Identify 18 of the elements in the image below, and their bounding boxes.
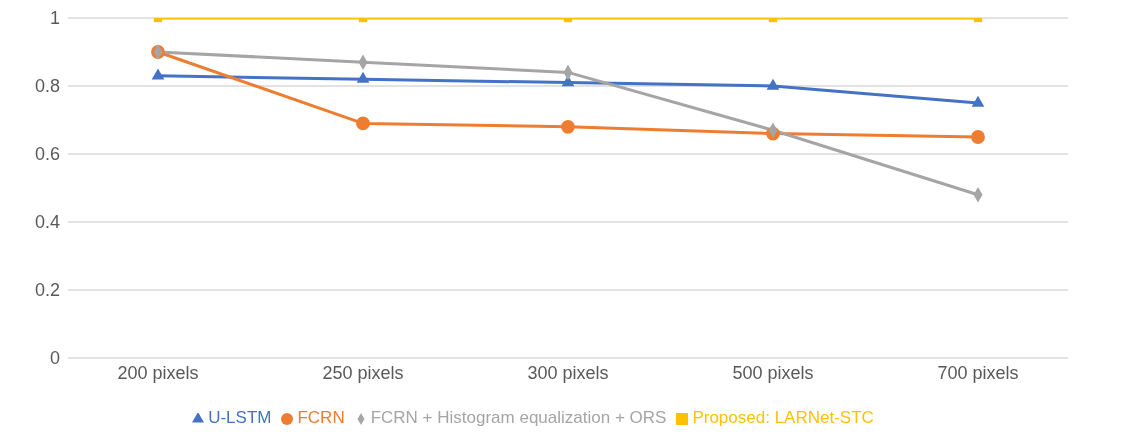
legend-label: FCRN + Histogram equalization + ORS — [370, 408, 667, 427]
point — [971, 130, 985, 144]
legend-label: U-LSTM — [208, 408, 272, 427]
legend-label: FCRN — [297, 408, 345, 427]
x-tick-label: 250 pixels — [322, 362, 404, 383]
y-tick-label: 0.6 — [34, 144, 60, 165]
x-tick-label: 500 pixels — [732, 362, 814, 383]
x-tick-label: 200 pixels — [117, 362, 199, 383]
y-tick-label: 0.8 — [34, 76, 60, 97]
point — [561, 119, 575, 134]
legend-label: Proposed: LARNet-STC — [692, 408, 874, 427]
x-tick-label: 300 pixels — [527, 362, 609, 383]
y-tick-label: 1 — [49, 8, 60, 29]
y-tick-label: 0.4 — [34, 212, 60, 233]
y-tick-label: 0.2 — [34, 280, 60, 301]
x-tick-label: 700 pixels — [937, 362, 1019, 383]
point — [356, 116, 370, 131]
y-tick-label: 0 — [49, 348, 60, 369]
